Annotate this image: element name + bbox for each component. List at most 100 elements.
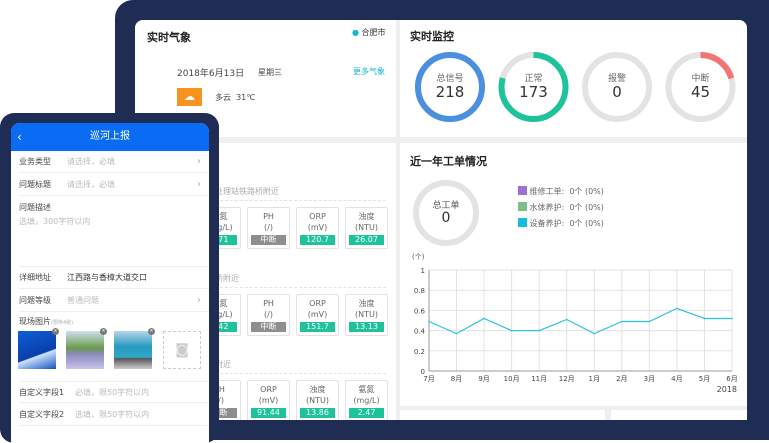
orders-card: 近一年工单情况 总工单 0 维修工单: 0个 (0%) 水体养护: 0个 (0%… (400, 143, 747, 406)
sensor-value: 0.71 (202, 235, 237, 245)
legend-item: 水体养护: 0个 (0%) (518, 202, 604, 213)
sensor-tile[interactable]: ORP (mV) 151.7 (296, 294, 339, 336)
station-label: 桥附近 (215, 274, 239, 283)
custom-field-1[interactable]: 自定义字段1 必填，限50字符以内 (19, 381, 209, 403)
chevron-right-icon: › (197, 156, 201, 167)
sensor-value: 13.86 (300, 408, 335, 418)
sensor-value: 中断 (251, 322, 286, 332)
y-tick-label: 0 (421, 368, 425, 376)
more-weather-link[interactable]: 更多气象 (353, 67, 385, 76)
ring-value[interactable]: 173 (519, 83, 548, 101)
city-name: 合肥市 (361, 28, 386, 37)
phone-header: ‹ 巡河上报 (11, 123, 209, 151)
x-tick-label: 3月 (644, 375, 655, 383)
sensor-tile[interactable]: PH (/) 中断 (247, 207, 290, 249)
x-tick-label: 5月 (699, 375, 710, 383)
dashboard-screen: 实时气象 ● 合肥市 2018年6月13日 星期三 更多气象 ☁ 多云 31℃ … (135, 20, 747, 420)
weather-title: 实时气象 (147, 31, 191, 44)
phone-frame: ‹ 巡河上报 业务类型 请选择，必填 › 问题标题 请选择，必填 › 问题描述 选填，30… (0, 113, 219, 443)
data-point (703, 317, 706, 320)
y-tick-label: 0.8 (414, 287, 425, 295)
location-pin-icon: ● (352, 28, 359, 37)
photo-thumbnail[interactable]: × (66, 328, 107, 369)
sensor-tile[interactable]: 氨氮 (mg/L) 2.47 (345, 380, 388, 420)
x-tick-label: 1月 (589, 375, 600, 383)
series-line (428, 307, 732, 335)
total-orders-label: 总工单 (432, 201, 460, 211)
legend-item: 设备养护: 0个 (0%) (518, 218, 604, 229)
data-point (538, 329, 540, 332)
x-tick-label: 9月 (478, 375, 489, 383)
sensor-value: 151.7 (300, 322, 335, 332)
data-point (731, 317, 733, 320)
x-tick-label: 10月 (504, 375, 520, 383)
back-icon[interactable]: ‹ (17, 130, 22, 144)
ring-arc-0 (415, 52, 485, 122)
y-tick-label: 1 (421, 267, 425, 275)
ring-label: 报警 (607, 74, 626, 84)
x-tick-label: 2月 (616, 375, 627, 383)
ring-value[interactable]: 0 (612, 83, 622, 101)
city-selector[interactable]: ● 合肥市 (352, 27, 386, 38)
y-axis-unit: (个) (412, 253, 425, 261)
sensor-tile[interactable]: 浊度 (NTU) 26.07 (345, 207, 388, 249)
sensor-value: 中断 (251, 235, 286, 245)
weather-date: 2018年6月13日 (177, 69, 245, 79)
remove-photo-icon: × (148, 328, 155, 335)
x-tick-label: 6月 (726, 375, 737, 383)
sensor-value: 13.13 (349, 322, 384, 332)
monitor-card: 实时监控 总信号 218 正常 173 报警 0 中断 45 (400, 20, 747, 137)
photos-label: 现场图片(限传4张) (19, 317, 74, 326)
data-point (510, 329, 513, 332)
data-point (621, 320, 623, 323)
photo-thumbnail[interactable]: × (114, 328, 155, 369)
ring-arc-1 (498, 52, 569, 122)
station-label: 附近 (215, 360, 231, 369)
ring-track (582, 52, 652, 122)
data-point (648, 320, 651, 323)
sensor-tile[interactable]: 浊度 (NTU) 13.13 (345, 294, 388, 336)
data-point (483, 317, 485, 320)
phone-title: 巡河上报 (90, 131, 130, 142)
monitor-title: 实时监控 (410, 30, 454, 43)
y-tick-label: 0.4 (414, 328, 426, 336)
ring-label: 正常 (524, 74, 543, 84)
sensor-value: 0.42 (202, 322, 237, 332)
add-photo-camera-icon[interactable]: ◙ (163, 331, 201, 369)
address-field[interactable]: 详细地址 江西路与香樟大道交口 (19, 267, 209, 289)
data-point (455, 332, 458, 335)
ring-value[interactable]: 45 (690, 83, 711, 101)
phone-screen: ‹ 巡河上报 业务类型 请选择，必填 › 问题标题 请选择，必填 › 问题描述 选填，30… (11, 123, 209, 443)
sensor-tile[interactable]: 浊度 (NTU) 13.86 (296, 380, 339, 420)
weather-condition: 多云 31℃ (215, 93, 256, 102)
data-point (428, 320, 430, 323)
year-label: 2018 (717, 385, 737, 394)
sensor-tile[interactable]: PH (/) 中断 (247, 294, 290, 336)
x-tick-label: 8月 (451, 375, 462, 383)
monitor-rings (415, 52, 736, 122)
ring-value[interactable]: 218 (435, 83, 465, 101)
data-point (593, 332, 596, 335)
photo-thumbnail[interactable]: × (18, 328, 59, 369)
sensor-value: 中断 (202, 408, 237, 418)
y-tick-label: 0.6 (414, 307, 426, 315)
issue-title-field[interactable]: 问题标题 请选择，必填 › (19, 174, 209, 196)
y-tick-label: 0.2 (414, 348, 425, 356)
issue-level-field[interactable]: 问题等级 普通问题 › (19, 290, 209, 312)
total-orders-ring (413, 180, 479, 246)
sensor-tile[interactable]: ORP (mV) 120.7 (296, 207, 339, 249)
issue-description-field[interactable]: 问题描述 选填，300字符以内 (19, 197, 209, 267)
data-point (565, 318, 568, 321)
business-type-field[interactable]: 业务类型 请选择，必填 › (19, 151, 209, 173)
remove-photo-icon: × (100, 328, 107, 335)
ring-label: 中断 (691, 74, 710, 84)
partly-cloudy-icon: ☁ (177, 88, 202, 106)
x-tick-label: 4月 (671, 375, 682, 383)
custom-field-2[interactable]: 自定义字段2 选填，限50字符以内 (19, 404, 209, 426)
legend-swatch (518, 186, 527, 195)
legend-item: 维修工单: 0个 (0%) (518, 186, 604, 197)
chevron-right-icon: › (197, 295, 201, 306)
sensor-tile[interactable]: ORP (mV) 91.44 (247, 380, 290, 420)
data-point (676, 307, 678, 310)
ring-arc-3 (665, 52, 736, 122)
